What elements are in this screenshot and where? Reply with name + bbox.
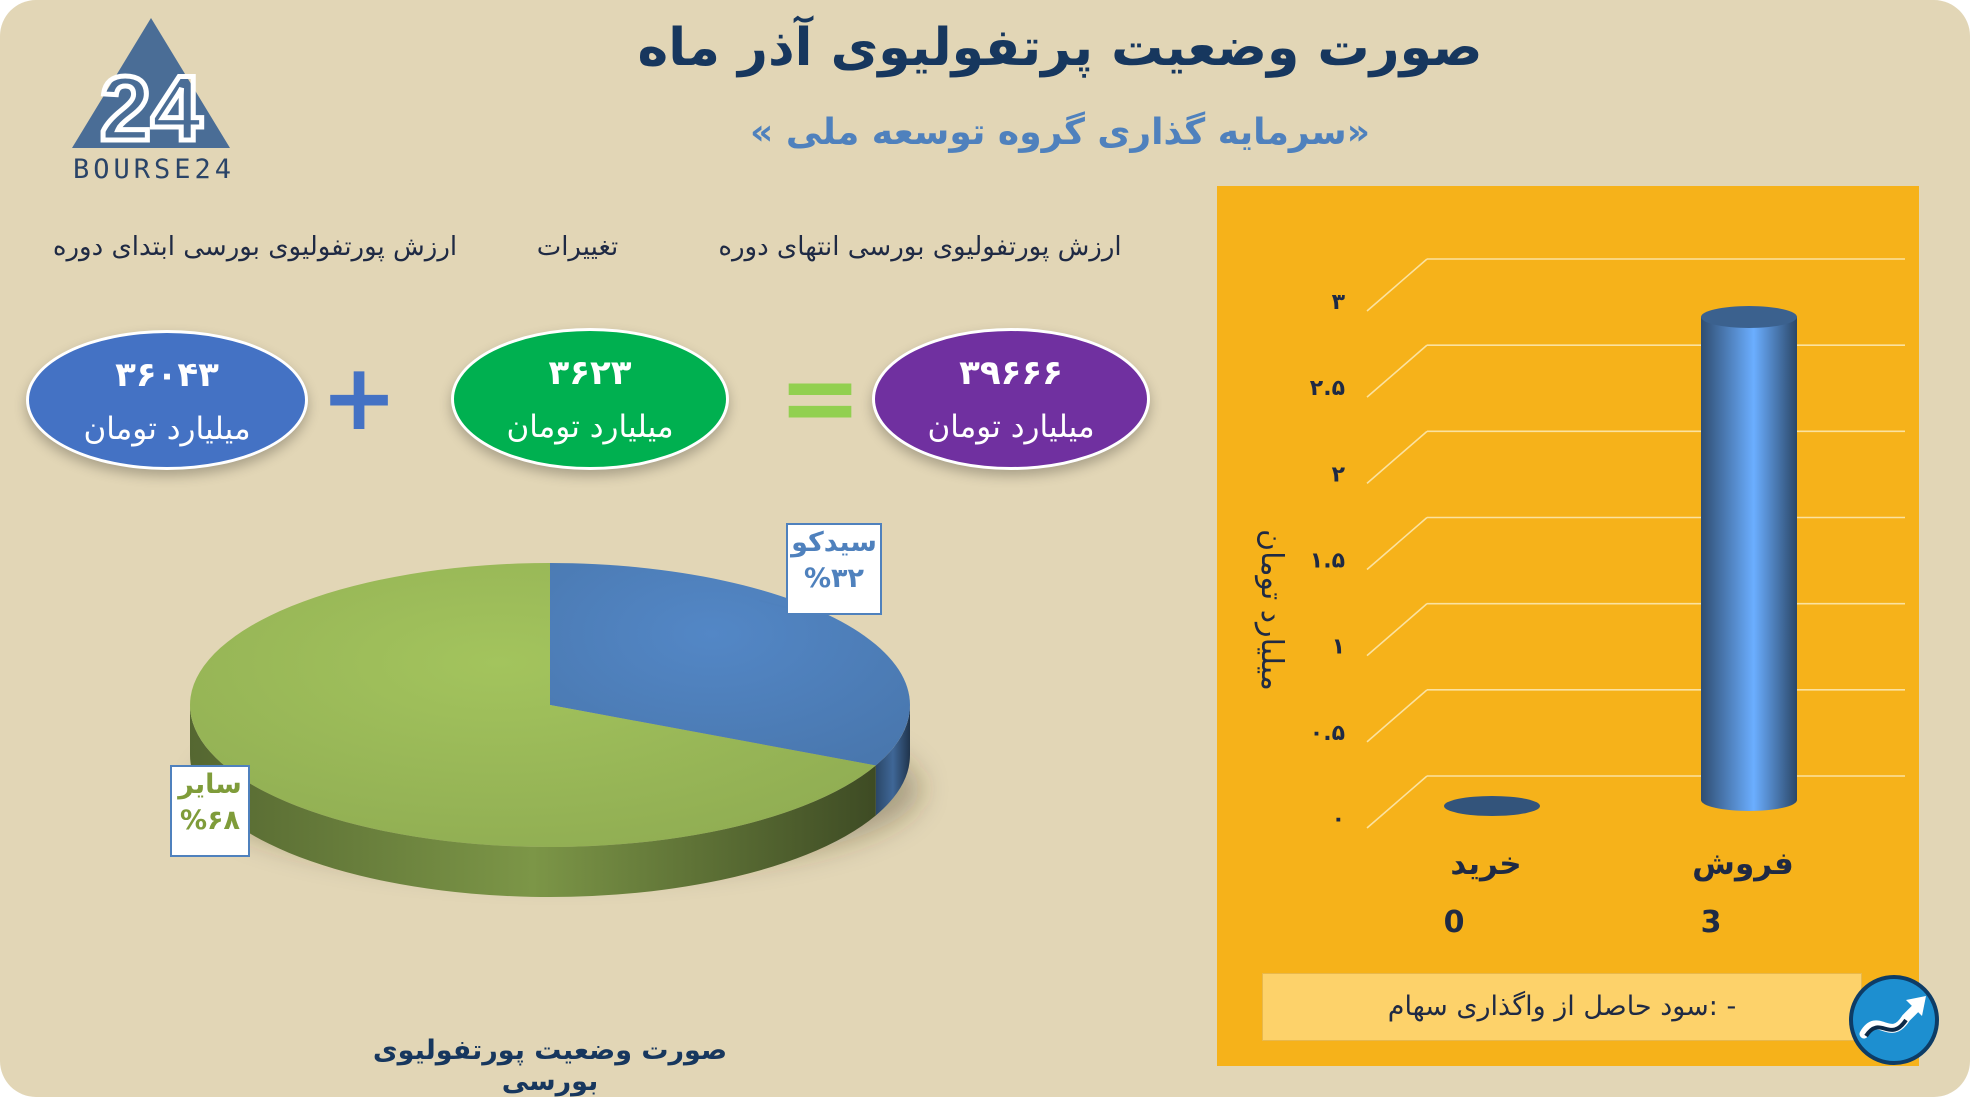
pie-label-others: سایر %۶۸ [170,765,250,857]
bar-chart: ۰ ۰.۵ ۱ ۱.۵ ۲ ۲.۵ ۳ میلیارد تومان خرید 0 فروش 3 [1254,258,1905,940]
pie-chart [190,563,920,897]
y-tick-label: ۰ [1332,807,1345,832]
end-value-unit: میلیارد تومان [927,409,1095,445]
start-value: ۳۶۰۴۳ [115,355,219,395]
pie-caption: صورت وضعیت پورتفولیوی بورسی [372,1035,728,1097]
logo-text: BOURSE24 [72,154,236,185]
grid-diagonal [1366,430,1428,484]
start-value-label: ارزش پورتفولیوی بورسی ابتدای دوره [52,232,458,262]
bar-0 [1444,796,1540,816]
y-tick-label: ۳ [1332,290,1346,315]
end-value-label: ارزش پورتفولیوی بورسی انتهای دوره [718,232,1122,262]
bar-1 [1701,317,1797,811]
grid-diagonal [1366,775,1428,829]
change-ellipse: ۳۶۲۳ میلیارد تومان [451,328,729,470]
y-tick-label: ۰.۵ [1310,721,1345,746]
change-unit: میلیارد تومان [506,409,674,445]
pie-slice-1 [190,563,876,847]
change-value: ۳۶۲۳ [548,353,632,393]
bar-top-1 [1701,306,1797,328]
bar-value-label: 0 [1444,905,1465,940]
x-category-label: فروش [1692,846,1794,882]
logo-digits: 24 [100,58,202,160]
grid-diagonal [1366,689,1428,743]
grid-diagonal [1366,603,1428,657]
x-category-label: خرید [1450,846,1521,882]
pie-label-sidco-value: %۳۲ [803,563,864,594]
pie-label-sidco-name: سیدکو [791,527,877,558]
bourse24-logo: 24 BOURSE24 [62,14,242,185]
pie-label-others-name: سایر [178,769,242,800]
y-tick-label: ۲ [1332,462,1346,487]
y-tick-label: ۱.۵ [1310,549,1345,574]
pie-side-0 [875,705,910,816]
change-label: تغییرات [536,232,619,262]
pie-label-sidco: سیدکو %۳۲ [786,523,882,615]
pie-label-others-value: %۶۸ [179,805,240,836]
page-title: صورت وضعیت پرتفولیوی آذر ماه [637,18,1483,78]
grid-diagonal [1366,516,1428,571]
start-value-unit: میلیارد تومان [83,411,251,447]
y-axis-label: میلیارد تومان [1254,529,1289,691]
bar-chart-panel [1217,186,1919,1066]
bar-value-label: 3 [1701,905,1722,940]
trend-badge-icon [1848,974,1940,1066]
grid-diagonal [1366,344,1428,398]
grid-diagonal [1366,258,1428,312]
equals-symbol: = [778,339,862,456]
pie-side-1 [190,705,876,897]
end-value: ۳۹۶۶۶ [959,353,1063,393]
end-value-ellipse: ۳۹۶۶۶ میلیارد تومان [872,328,1150,470]
plus-symbol: + [320,344,398,451]
y-tick-label: ۲.۵ [1310,376,1345,401]
start-value-ellipse: ۳۶۰۴۳ میلیارد تومان [26,330,308,470]
page-subtitle: «سرمایه گذاری گروه توسعه ملی » [750,112,1370,153]
footnote-box: - :سود حاصل از واگذاری سهام [1262,973,1862,1041]
y-tick-label: ۱ [1332,635,1345,660]
